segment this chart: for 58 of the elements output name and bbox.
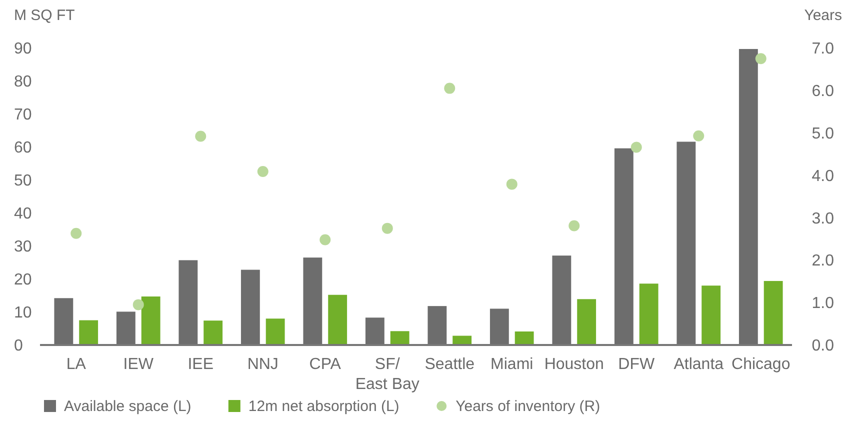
- point: [755, 53, 766, 64]
- point: [568, 220, 580, 232]
- legend-label: Years of inventory (R): [456, 398, 600, 415]
- point: [506, 178, 518, 190]
- y-tick-label: 20: [14, 272, 32, 289]
- bar: [266, 318, 285, 345]
- y-tick-label: 40: [14, 206, 32, 223]
- bar: [204, 320, 223, 345]
- point: [132, 299, 144, 310]
- y-tick-label: 10: [14, 304, 32, 322]
- bar: [764, 280, 783, 345]
- point: [320, 234, 331, 246]
- bar: [390, 331, 410, 345]
- y2-tick-label: 3.0: [812, 210, 834, 228]
- y-tick-label: 80: [14, 74, 32, 91]
- point: [693, 130, 704, 142]
- y2-tick-label: 5.0: [812, 125, 834, 142]
- point: [195, 130, 206, 142]
- y-tick-label: 70: [14, 106, 32, 124]
- x-tick-label: Chicago: [732, 356, 790, 373]
- y-tick-label: 60: [14, 140, 32, 157]
- point: [382, 222, 393, 234]
- bar: [141, 296, 160, 345]
- x-tick-label: LA: [66, 356, 86, 373]
- point: [257, 166, 268, 177]
- x-tick-label: SF/ East Bay: [355, 356, 420, 393]
- bar: [328, 294, 348, 345]
- x-tick-label: DFW: [618, 356, 656, 373]
- x-tick-label: CPA: [309, 356, 342, 373]
- bar: [639, 284, 658, 345]
- point: [70, 228, 82, 239]
- y2-tick-label: 7.0: [812, 40, 834, 58]
- y-tick-label: 0: [14, 338, 23, 355]
- y2-axis-title: Years: [804, 7, 842, 24]
- x-tick-label: Houston: [544, 356, 604, 373]
- y-tick-label: 90: [14, 40, 32, 58]
- x-tick-label: Seattle: [424, 356, 475, 373]
- x-tick-label: Miami: [490, 356, 534, 373]
- y2-tick-label: 4.0: [812, 168, 834, 185]
- y2-tick-label: 0.0: [812, 338, 834, 355]
- x-tick-label: Atlanta: [674, 356, 724, 373]
- bar: [577, 299, 596, 345]
- bar: [514, 331, 534, 345]
- point: [444, 82, 456, 94]
- x-tick-label: IEE: [188, 356, 214, 373]
- y2-tick-label: 1.0: [812, 295, 834, 312]
- x-tick-label: NNJ: [247, 356, 278, 373]
- y-tick-label: 30: [14, 238, 32, 256]
- y2-tick-label: 6.0: [812, 83, 834, 100]
- y-tick-label: 50: [14, 172, 32, 190]
- bar: [79, 320, 98, 345]
- bar: [702, 286, 721, 345]
- legend-label: 12m net absorption (L): [248, 398, 400, 415]
- y2-tick-label: 2.0: [812, 252, 834, 270]
- legend-label: Available space (L): [64, 398, 192, 415]
- point: [630, 142, 642, 153]
- y-axis-title: M SQ FT: [14, 7, 75, 24]
- x-tick-label: IEW: [123, 356, 154, 373]
